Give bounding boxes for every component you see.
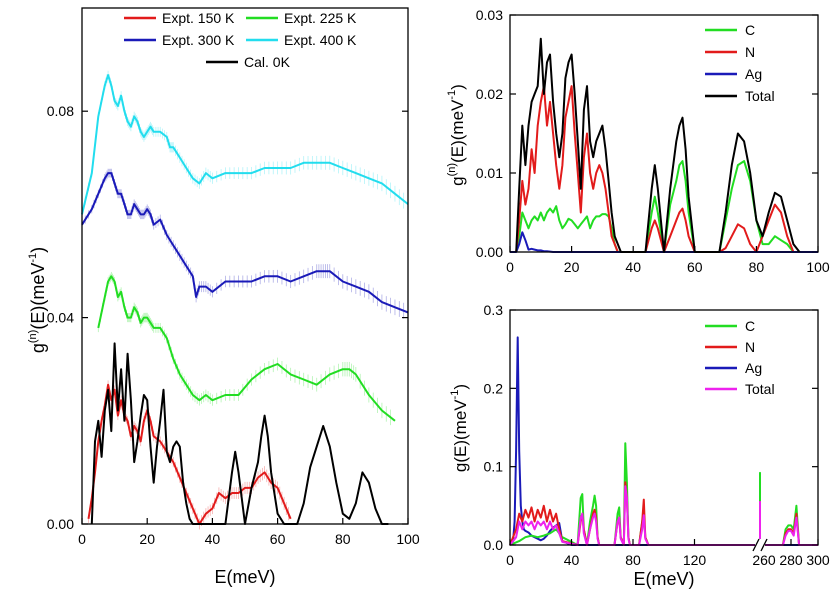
series-line-3 [515,37,801,253]
y-axis-label: g(n)(E)(meV-1) [446,84,467,186]
y-tick-label: 0.2 [484,380,504,396]
x-tick-label: 40 [205,531,221,547]
legend-label: Cal. 0K [244,54,291,70]
legend-label: Total [745,88,775,104]
y-tick-label: 0.3 [484,302,504,318]
left-chart-panel: 0.00 0.04 0.08 0 20 40 60 80 100 E(meV) g(n)(E)(me… [27,7,420,587]
x-tick-label: 40 [625,259,641,275]
legend-label: Expt. 150 K [162,10,235,26]
x-tick-label: 80 [749,259,765,275]
legend-label: Expt. 225 K [284,10,357,26]
x-tick-label: 0 [506,552,514,568]
y-axis-label-part: -1 [446,90,458,100]
series-line-2 [510,231,818,253]
legend-label: Ag [745,66,762,82]
bottom-right-chart-panel: 0.0 0.1 0.2 0.3 0 40 80 120 260 280 300 E(meV) g(E)(… [449,302,830,589]
x-tick-label: 260 [752,552,776,568]
legend-label: N [745,339,755,355]
y-axis-label-part: ) [451,384,470,390]
legend-label: C [745,318,755,334]
plot-frame [81,7,409,525]
y-tick-label: 0.01 [476,165,503,181]
error-bars-0 [81,70,405,219]
y-axis-label-part: (n) [27,330,39,343]
y-axis-label-part: (E)(meV [28,263,48,330]
x-tick-label: 40 [564,552,580,568]
series-line-3 [87,383,292,525]
legend-label: Ag [745,360,762,376]
series-line-1 [81,172,409,314]
y-tick-label: 0.00 [476,244,503,260]
legend-label: Total [745,381,775,397]
series-line-1 [515,85,795,253]
x-tick-label: 120 [683,552,707,568]
y-axis-label: g(n)(E)(meV-1) [27,247,48,353]
y-tick-label: 0.03 [476,7,503,23]
y-axis-label-part: g(E)(meV [451,399,470,472]
series-line-1 [509,442,818,546]
axis-break-mark [752,538,760,552]
legend-label: Expt. 400 K [284,32,357,48]
y-axis-label-part: ) [448,84,467,90]
series-line-0 [81,74,409,215]
x-tick-label: 80 [335,531,351,547]
x-tick-label: 20 [564,259,580,275]
y-tick-label: 0.04 [47,310,74,326]
y-axis-label-part: (E)(meV [448,99,467,163]
x-tick-label: 60 [687,259,703,275]
y-axis-label-part: -1 [27,253,39,263]
y-axis-label-part: -1 [449,390,461,400]
x-tick-label: 0 [506,259,514,275]
series-line-2 [509,481,818,546]
axis-break-mark [760,538,768,552]
x-tick-label: 20 [139,531,155,547]
y-tick-label: 0.02 [476,86,503,102]
y-tick-label: 0.1 [484,459,504,475]
x-tick-label: 60 [270,531,286,547]
y-axis-label: g(E)(meV-1) [449,384,470,472]
plot-frame [509,309,819,546]
legend-label: Expt. 300 K [162,32,235,48]
y-axis-label-part: (n) [446,163,458,176]
x-tick-label: 280 [779,552,803,568]
x-axis-label: E(meV) [633,569,694,589]
y-axis-label-part: g [448,176,467,185]
x-tick-label: 100 [806,259,830,275]
error-bars-1 [81,168,405,319]
y-axis-label-part: g [28,343,48,353]
axis-break-gap [755,539,765,551]
x-tick-label: 0 [78,531,86,547]
y-axis-label-part: ) [28,247,48,253]
x-tick-label: 100 [396,531,420,547]
series-line-2 [97,275,396,422]
x-tick-label: 300 [806,552,830,568]
plot-frame [509,14,819,253]
y-tick-label: 0.0 [484,537,504,553]
y-tick-label: 0.08 [47,103,74,119]
x-tick-label: 80 [625,552,641,568]
legend-label: C [745,22,755,38]
top-right-chart-panel: 0.00 0.01 0.02 0.03 0 20 40 60 80 100 g(n)(E)(meV-… [446,7,830,275]
y-tick-label: 0.00 [47,516,74,532]
legend-label: N [745,44,755,60]
x-axis-label: E(meV) [214,567,275,587]
